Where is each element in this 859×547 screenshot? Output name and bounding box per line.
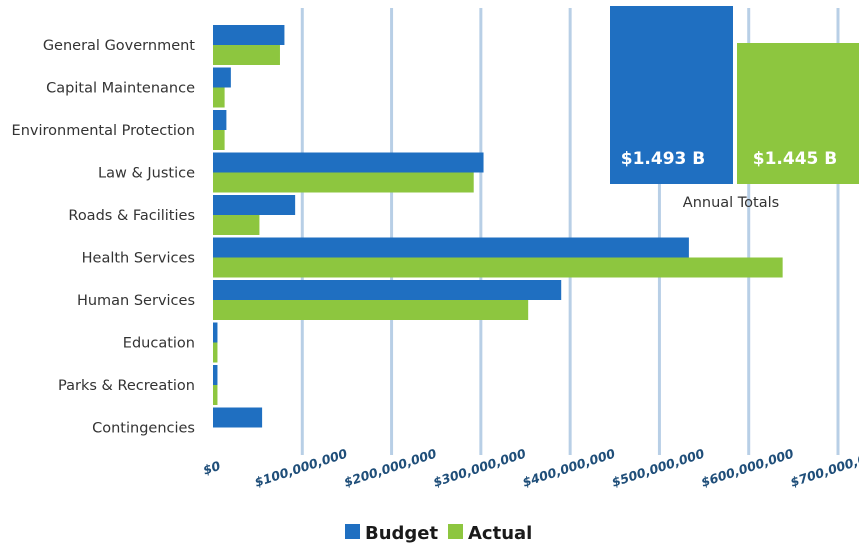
x-tick-labels: $0 $100,000,000$200,000,000$300,000,000$4…: [201, 446, 859, 490]
category-label-4: Roads & Facilities: [68, 208, 195, 224]
annual-totals-inset: $1.493 B $1.445 B Annual Totals: [610, 6, 859, 211]
category-label-2: Environmental Protection: [12, 123, 195, 139]
legend-label-budget: Budget: [365, 523, 439, 544]
category-label-3: Law & Justice: [98, 166, 195, 182]
category-label-9: Contingencies: [92, 421, 195, 437]
bar-budget-3: [213, 152, 484, 173]
annual-total-budget-value: $1.493 B: [621, 149, 705, 169]
bar-actual-8: [213, 385, 218, 405]
bar-budget-5: [213, 237, 689, 258]
bar-budget-1: [213, 67, 231, 88]
category-label-1: Capital Maintenance: [46, 81, 195, 97]
bar-actual-1: [213, 87, 225, 108]
bar-actual-7: [213, 342, 218, 363]
annual-total-actual-value: $1.445 B: [753, 149, 837, 169]
category-label-0: General Government: [43, 38, 195, 54]
bar-actual-2: [213, 130, 225, 150]
bar-actual-3: [213, 172, 474, 193]
bar-actual-0: [213, 45, 280, 65]
bar-budget-7: [213, 322, 218, 343]
category-label-6: Human Services: [77, 293, 195, 309]
category-label-8: Parks & Recreation: [58, 378, 195, 394]
annual-total-actual-box: [737, 43, 859, 184]
legend-label-actual: Actual: [468, 523, 532, 544]
bar-actual-5: [213, 257, 783, 278]
legend-swatch-actual: [448, 524, 463, 539]
bar-budget-4: [213, 195, 296, 215]
annual-totals-caption: Annual Totals: [683, 195, 779, 211]
bar-budget-2: [213, 110, 227, 130]
bar-actual-6: [213, 300, 529, 320]
category-label-5: Health Services: [82, 251, 195, 267]
bars: [213, 25, 783, 428]
legend-swatch-budget: [345, 524, 360, 539]
x-tick-label-7: $700,000,000: [788, 446, 859, 490]
bar-budget-9: [213, 407, 263, 428]
annual-total-budget-box: [610, 6, 733, 184]
category-label-7: Education: [123, 336, 195, 352]
bar-budget-6: [213, 280, 562, 300]
category-labels: General Government Capital Maintenance Env…: [12, 38, 196, 437]
legend: Budget Actual: [345, 523, 532, 544]
bar-budget-0: [213, 25, 285, 45]
bar-actual-4: [213, 215, 260, 235]
bar-budget-8: [213, 365, 218, 385]
x-tick-label-0: $0: [201, 458, 222, 478]
